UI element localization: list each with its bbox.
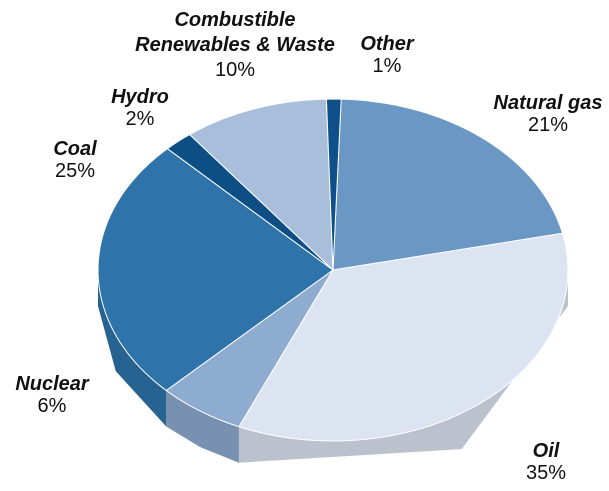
pie-slice bbox=[97, 148, 334, 392]
category-name: Other bbox=[360, 33, 414, 55]
category-name: Oil bbox=[532, 440, 560, 462]
category-name: Nuclear bbox=[15, 373, 89, 395]
slice-label: Oil 35% bbox=[426, 440, 609, 484]
slice-label: Coal 25% bbox=[0, 138, 195, 182]
pie-slice bbox=[165, 269, 334, 428]
slice-label: Nuclear 6% bbox=[0, 373, 172, 417]
value-label: 25% bbox=[54, 160, 96, 182]
slice-label: Combustible Renewables & Waste 10% bbox=[110, 8, 360, 83]
value-label: 2% bbox=[125, 108, 155, 130]
pie-side bbox=[166, 390, 239, 463]
category-name: Hydro bbox=[111, 86, 169, 108]
value-label: 21% bbox=[527, 114, 569, 136]
pie-side bbox=[238, 270, 569, 463]
slice-label: Other 1% bbox=[267, 33, 507, 77]
category-name: Coal bbox=[53, 138, 97, 160]
value-label: 35% bbox=[525, 462, 567, 484]
pie-slice bbox=[325, 98, 342, 271]
value-label: 10% bbox=[214, 59, 256, 81]
pie-slice bbox=[332, 98, 564, 271]
pie-slice bbox=[238, 232, 569, 442]
category-name: Combustible Renewables & Waste bbox=[135, 9, 335, 56]
value-label: 1% bbox=[372, 55, 402, 77]
value-label: 6% bbox=[37, 395, 67, 417]
category-name: Natural gas bbox=[493, 92, 603, 114]
slice-label: Hydro 2% bbox=[20, 86, 260, 130]
pie-slice bbox=[188, 98, 334, 272]
pie-side bbox=[98, 270, 167, 427]
slice-label: Natural gas 21% bbox=[428, 92, 609, 136]
